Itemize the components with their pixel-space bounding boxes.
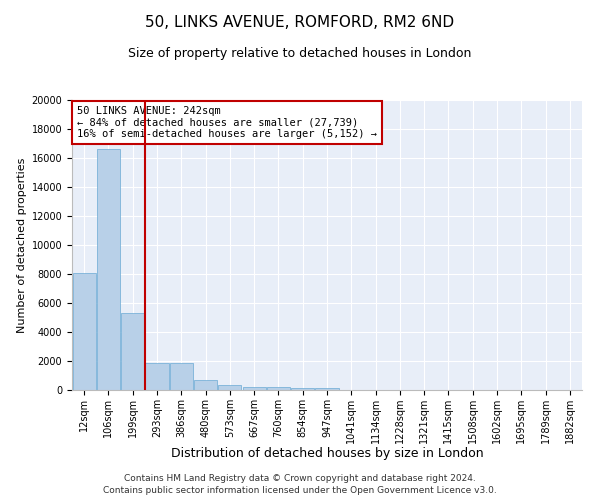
Text: 50 LINKS AVENUE: 242sqm
← 84% of detached houses are smaller (27,739)
16% of sem: 50 LINKS AVENUE: 242sqm ← 84% of detache…	[77, 106, 377, 139]
Bar	[291, 388, 314, 390]
Text: Size of property relative to detached houses in London: Size of property relative to detached ho…	[128, 48, 472, 60]
Bar	[170, 363, 193, 390]
Text: 50, LINKS AVENUE, ROMFORD, RM2 6ND: 50, LINKS AVENUE, ROMFORD, RM2 6ND	[145, 15, 455, 30]
X-axis label: Distribution of detached houses by size in London: Distribution of detached houses by size …	[170, 448, 484, 460]
Text: Contains HM Land Registry data © Crown copyright and database right 2024.
Contai: Contains HM Land Registry data © Crown c…	[103, 474, 497, 495]
Bar	[242, 387, 266, 390]
Bar	[316, 388, 338, 390]
Bar	[218, 386, 241, 390]
Bar	[267, 387, 290, 390]
Bar	[73, 272, 95, 390]
Bar	[145, 363, 169, 390]
Bar	[194, 380, 217, 390]
Bar	[97, 150, 120, 390]
Y-axis label: Number of detached properties: Number of detached properties	[17, 158, 28, 332]
Bar	[121, 313, 144, 390]
